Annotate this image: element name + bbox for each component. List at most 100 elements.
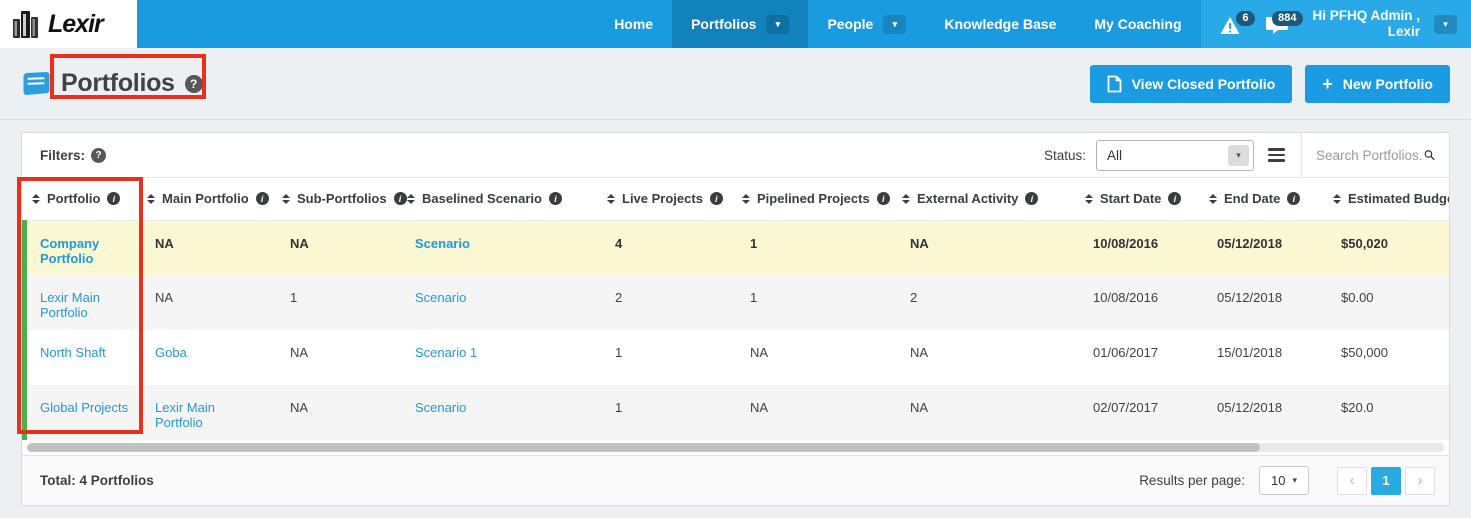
- main-portfolio-link[interactable]: Goba: [155, 345, 187, 360]
- top-nav: Lexir Home Portfolios ▾ People ▾ Knowled…: [0, 0, 1471, 48]
- scrollbar-track[interactable]: [27, 443, 1444, 452]
- horizontal-scrollbar: [22, 440, 1449, 455]
- nav-item-label: My Coaching: [1094, 16, 1182, 32]
- sort-icon[interactable]: [742, 193, 750, 204]
- sort-icon[interactable]: [282, 193, 290, 204]
- column-header-main-portfolio[interactable]: Main Portfolio i: [137, 178, 272, 221]
- info-icon[interactable]: i: [709, 192, 723, 206]
- status-chevron-down-icon[interactable]: ▾: [1228, 144, 1249, 166]
- alert-triangle-icon: [1220, 16, 1239, 34]
- search-input[interactable]: [1316, 147, 1424, 163]
- nav-item-label: Knowledge Base: [944, 16, 1057, 32]
- card-footer: Total: 4 Portfolios Results per page: 10…: [22, 455, 1449, 505]
- filters-label-wrap: Filters: ?: [22, 147, 107, 163]
- column-header-end-date[interactable]: End Date i: [1199, 178, 1323, 221]
- user-greeting: Hi PFHQ Admin , Lexir: [1313, 8, 1421, 40]
- sort-icon[interactable]: [407, 193, 415, 204]
- filters-controls: Status: All ▾: [1044, 133, 1449, 177]
- nav-item-portfolios[interactable]: Portfolios ▾: [672, 0, 809, 48]
- column-header-live-projects[interactable]: Live Projects i: [597, 178, 732, 221]
- new-portfolio-label: New Portfolio: [1342, 75, 1433, 92]
- sort-icon[interactable]: [902, 193, 910, 204]
- sort-icon[interactable]: [32, 193, 40, 204]
- status-selected-value: All: [1107, 147, 1123, 163]
- info-icon[interactable]: i: [1168, 192, 1182, 206]
- logo-buildings-icon: [13, 11, 38, 38]
- filters-help-icon[interactable]: ?: [91, 147, 107, 163]
- scenario-link[interactable]: Scenario 1: [415, 345, 478, 360]
- user-greeting-line2: Lexir: [1387, 24, 1420, 39]
- portfolio-link[interactable]: Global Projects: [40, 400, 129, 415]
- alerts-button[interactable]: 6: [1219, 9, 1255, 40]
- results-per-page-label: Results per page:: [1139, 473, 1245, 488]
- prev-page-button[interactable]: ‹: [1337, 466, 1367, 495]
- messages-button[interactable]: 884: [1265, 9, 1303, 40]
- info-icon[interactable]: i: [1025, 192, 1039, 206]
- column-header-baselined-scenario[interactable]: Baselined Scenario i: [397, 178, 597, 221]
- nav-item-home[interactable]: Home: [595, 0, 672, 48]
- sort-icon[interactable]: [1333, 193, 1341, 204]
- results-per-page-value: 10: [1271, 473, 1286, 488]
- filters-label: Filters:: [40, 147, 86, 163]
- search-wrap: [1301, 133, 1449, 177]
- search-icon[interactable]: [1424, 147, 1435, 163]
- info-icon[interactable]: i: [107, 192, 121, 206]
- scenario-link[interactable]: Scenario: [415, 235, 470, 251]
- logo-text: Lexir: [48, 9, 104, 38]
- scenario-link[interactable]: Scenario: [415, 290, 467, 305]
- table-row: Company Portfolio NA NA Scenario 4 1 NA …: [22, 220, 1449, 275]
- column-header-sub-portfolios[interactable]: Sub-Portfolios i: [272, 178, 407, 221]
- nav-item-my-coaching[interactable]: My Coaching: [1075, 0, 1200, 48]
- info-icon[interactable]: i: [1287, 192, 1301, 206]
- main-portfolio-link[interactable]: Lexir Main Portfolio: [155, 400, 215, 430]
- plus-icon: +: [1322, 73, 1333, 94]
- page-1-button[interactable]: 1: [1371, 466, 1401, 495]
- next-page-button[interactable]: ›: [1405, 466, 1435, 495]
- results-per-page-select[interactable]: 10 ▾: [1259, 466, 1309, 495]
- user-menu-chevron-down-icon[interactable]: ▾: [1434, 14, 1457, 34]
- nav-right-section: 6 884 Hi PFHQ Admin , Lexir ▾: [1200, 0, 1471, 48]
- page-title: Portfolios: [61, 69, 175, 97]
- help-icon[interactable]: ?: [184, 74, 203, 93]
- column-header-external-activity[interactable]: External Activity i: [892, 178, 1075, 221]
- column-header-pipelined-projects[interactable]: Pipelined Projects i: [732, 178, 892, 221]
- chevron-down-icon[interactable]: ▾: [883, 14, 907, 34]
- info-icon[interactable]: i: [255, 192, 269, 206]
- sort-icon[interactable]: [1209, 193, 1217, 204]
- portfolio-link[interactable]: Lexir Main Portfolio: [40, 290, 100, 320]
- portfolio-link[interactable]: Company Portfolio: [40, 235, 100, 266]
- info-icon[interactable]: i: [876, 192, 890, 206]
- row-status-green-bar: [22, 220, 27, 440]
- page-head: Portfolios ? View Closed Portfolio + New…: [0, 48, 1471, 120]
- scenario-link[interactable]: Scenario: [415, 400, 467, 415]
- nav-item-label: Portfolios: [691, 16, 757, 32]
- user-greeting-line1: Hi PFHQ Admin ,: [1312, 8, 1421, 23]
- nav-item-label: People: [827, 16, 874, 32]
- status-label: Status:: [1043, 147, 1086, 163]
- column-header-start-date[interactable]: Start Date i: [1075, 178, 1199, 221]
- column-menu-icon[interactable]: [1268, 148, 1285, 162]
- view-closed-portfolio-button[interactable]: View Closed Portfolio: [1089, 64, 1293, 103]
- view-closed-portfolio-label: View Closed Portfolio: [1131, 75, 1276, 92]
- scrollbar-thumb[interactable]: [27, 443, 1260, 452]
- portfolios-card: Filters: ? Status: All ▾: [21, 132, 1450, 506]
- column-header-portfolio[interactable]: Portfolio i: [22, 178, 137, 221]
- new-portfolio-button[interactable]: + New Portfolio: [1305, 64, 1450, 103]
- info-icon[interactable]: i: [393, 192, 407, 206]
- portfolio-link[interactable]: North Shaft: [40, 345, 106, 360]
- nav-item-label: Home: [614, 16, 654, 32]
- table-row: Global Projects Lexir Main Portfolio NA …: [22, 385, 1449, 440]
- sort-icon[interactable]: [607, 193, 615, 204]
- sort-icon[interactable]: [1085, 193, 1093, 204]
- chevron-down-icon[interactable]: ▾: [766, 14, 790, 34]
- info-icon[interactable]: i: [548, 192, 562, 206]
- table-row: North Shaft Goba NA Scenario 1 1 NA NA 0…: [22, 330, 1449, 385]
- status-select[interactable]: All ▾: [1096, 139, 1254, 171]
- nav-item-people[interactable]: People ▾: [808, 0, 925, 48]
- sort-icon[interactable]: [147, 193, 155, 204]
- column-header-estimated-budget[interactable]: Estimated Budgeti: [1323, 178, 1449, 221]
- footer-controls: Results per page: 10 ▾ ‹ 1 ›: [1139, 466, 1435, 495]
- logo[interactable]: Lexir: [0, 0, 137, 48]
- nav-item-knowledge-base[interactable]: Knowledge Base: [925, 0, 1075, 48]
- total-portfolios-text: Total: 4 Portfolios: [40, 473, 154, 488]
